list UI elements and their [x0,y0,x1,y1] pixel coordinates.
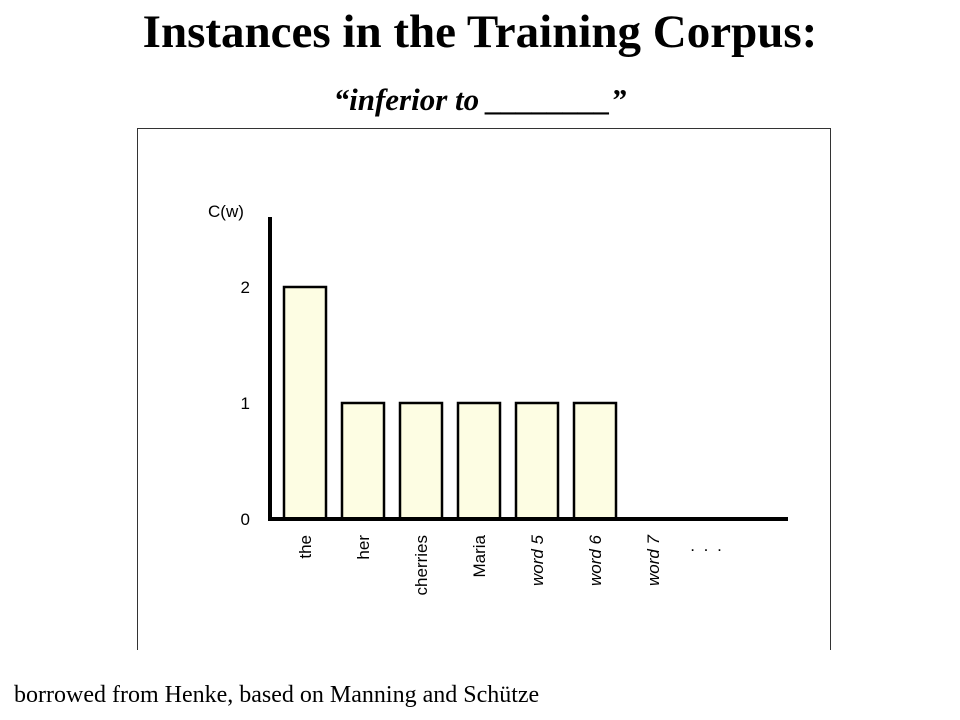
bar [456,401,502,521]
bar [572,401,618,521]
slide-subtitle: “inferior to ________” [333,82,627,117]
y-tick-label: 0 [241,510,250,529]
x-category-label: the [296,535,315,559]
x-category-label: . . . [690,536,724,555]
source-caption: borrowed from Henke, based on Manning an… [14,682,540,708]
bars-layer [282,285,618,521]
y-tick-label: 1 [241,394,250,413]
x-category-label: Maria [470,534,489,577]
bar [340,401,386,521]
x-category-label: cherries [412,535,431,595]
axes-layer [268,217,788,521]
x-category-label: word 7 [644,534,663,586]
bar-chart: 0 1 2 the her cherries Maria word 5 word 6 word … [208,202,788,595]
x-category-labels: the her cherries Maria word 5 word 6 word 7 . .… [296,534,724,595]
bar [398,401,444,521]
bar [282,285,328,521]
bar [514,401,560,521]
chart-frame: 0 1 2 the her cherries Maria word 5 word 6 word … [137,128,831,650]
y-tick-labels: 0 1 2 [241,278,250,529]
y-tick-label: 2 [241,278,250,297]
x-category-label: her [354,535,373,560]
x-category-label: word 6 [586,534,605,586]
x-category-label: word 5 [528,534,547,586]
slide-title: Instances in the Training Corpus: [142,6,818,58]
y-axis-label: C(w) [208,202,244,221]
